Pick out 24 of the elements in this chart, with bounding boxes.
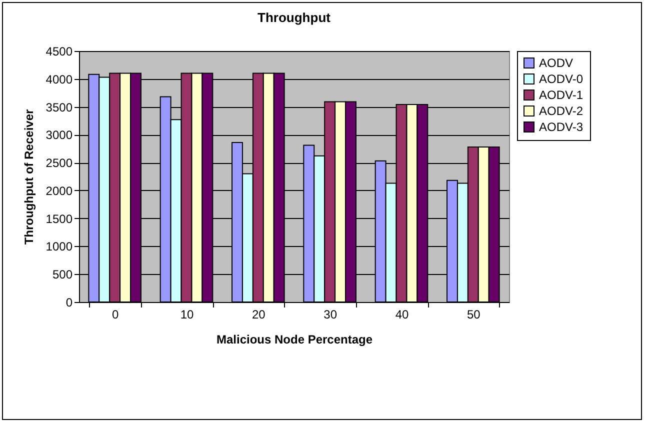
y-tick-label: 500 [52, 268, 73, 282]
x-tick-label: 40 [395, 308, 409, 322]
x-tick-label: 30 [324, 308, 338, 322]
x-tick-label: 10 [180, 308, 194, 322]
y-tick-label: 3500 [46, 100, 73, 114]
y-tick-label: 0 [66, 296, 73, 310]
chart-title: Throughput [258, 10, 332, 25]
legend-label: AODV-0 [539, 72, 584, 86]
y-tick-label: 4500 [46, 44, 73, 58]
x-axis-title: Malicious Node Percentage [216, 332, 373, 346]
legend-label: AODV-1 [539, 88, 584, 102]
y-axis-title: Throughput of Receiver [22, 109, 36, 245]
x-tick-label: 0 [112, 308, 119, 322]
x-tick-label: 20 [252, 308, 266, 322]
y-tick-label: 4000 [46, 72, 73, 86]
y-tick-label: 1500 [46, 212, 73, 226]
y-tick-label: 2000 [46, 184, 73, 198]
legend-label: AODV-2 [539, 104, 584, 118]
x-tick-label: 50 [466, 308, 481, 322]
y-tick-label: 1000 [46, 240, 73, 254]
y-tick-label: 2500 [46, 156, 73, 170]
legend-label: AODV-3 [539, 120, 584, 134]
y-tick-label: 3000 [46, 128, 73, 142]
legend-label: AODV [539, 56, 574, 70]
